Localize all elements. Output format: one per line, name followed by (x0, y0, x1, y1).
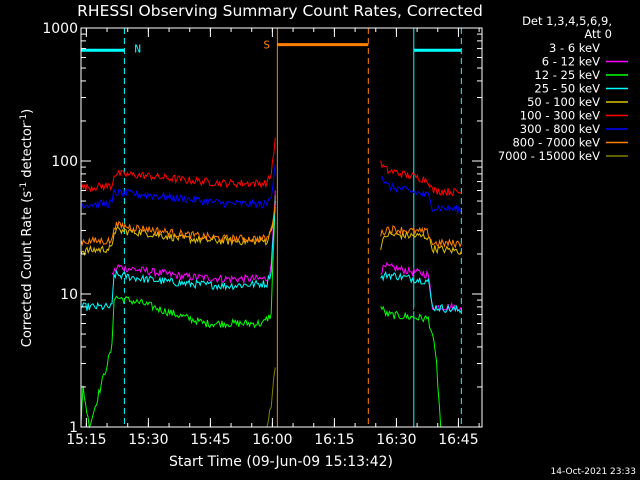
legend-entry-label: 7000 - 15000 keV (498, 149, 600, 163)
y-tick-label: 100 (51, 154, 78, 170)
series-line (111, 190, 276, 285)
y-tick-label: 1 (69, 420, 78, 436)
series-line (80, 195, 276, 429)
series-line (380, 305, 442, 428)
y-label-end: ) (20, 109, 35, 114)
y-tick-label: 1000 (42, 21, 78, 37)
legend-header-line: Det 1,3,4,5,6,9, (522, 14, 612, 28)
y-label-mid: detector (20, 122, 35, 182)
series-line (380, 230, 462, 255)
y-label-main: Corrected Count Rate (s (20, 191, 35, 348)
y-axis-label: Corrected Count Rate (s-1 detector-1) (19, 109, 35, 347)
footer-date: 14-Oct-2021 23:33 (551, 467, 636, 477)
legend-entry-label: 6 - 12 keV (542, 55, 600, 69)
x-tick-label: 16:00 (252, 432, 292, 448)
series-line (380, 261, 462, 312)
x-tick-label: 15:45 (190, 432, 230, 448)
y-label-sup1: -1 (19, 182, 29, 191)
series-line (380, 160, 462, 197)
x-tick-label: 15:30 (128, 432, 168, 448)
series-line (80, 163, 276, 210)
series-line (80, 137, 276, 193)
series-line (266, 367, 276, 428)
series-group (80, 137, 462, 429)
series-line (111, 241, 276, 325)
series-line (380, 297, 437, 338)
series-line (80, 203, 276, 247)
legend-entry-label: 50 - 100 keV (527, 95, 600, 109)
legend-entry-label: 3 - 6 keV (549, 41, 600, 55)
y-label-sup2: -1 (19, 114, 29, 123)
x-tick-label: 15:15 (66, 432, 106, 448)
legend-entry-label: 12 - 25 keV (534, 68, 600, 82)
series-line (380, 176, 462, 214)
legend-entry-label: 100 - 300 keV (520, 109, 600, 123)
plot-frame (80, 27, 483, 428)
series-line (380, 225, 462, 249)
series-line (80, 207, 276, 257)
chart-title: RHESSI Observing Summary Count Rates, Co… (77, 2, 483, 20)
night-label: N (134, 42, 141, 55)
x-tick-label: 16:45 (438, 432, 478, 448)
series-line (80, 200, 276, 311)
x-tick-label: 16:30 (376, 432, 416, 448)
legend-entry-label: 800 - 7000 keV (512, 136, 600, 150)
legend-header-line: Att 0 (584, 27, 612, 41)
saa-label: S (263, 39, 270, 52)
x-tick-label: 16:15 (314, 432, 354, 448)
axes-group: 15:15 15:30 15:45 16:00 16:15 16:30 16:45 1 10 10… (42, 21, 482, 448)
x-axis-label: Start Time (09-Jun-09 15:13:42) (169, 454, 393, 470)
y-tick-label: 10 (60, 287, 78, 303)
legend-entry-label: 25 - 50 keV (534, 82, 600, 96)
series-line (380, 270, 462, 314)
legend-entry-label: 300 - 800 keV (520, 122, 600, 136)
